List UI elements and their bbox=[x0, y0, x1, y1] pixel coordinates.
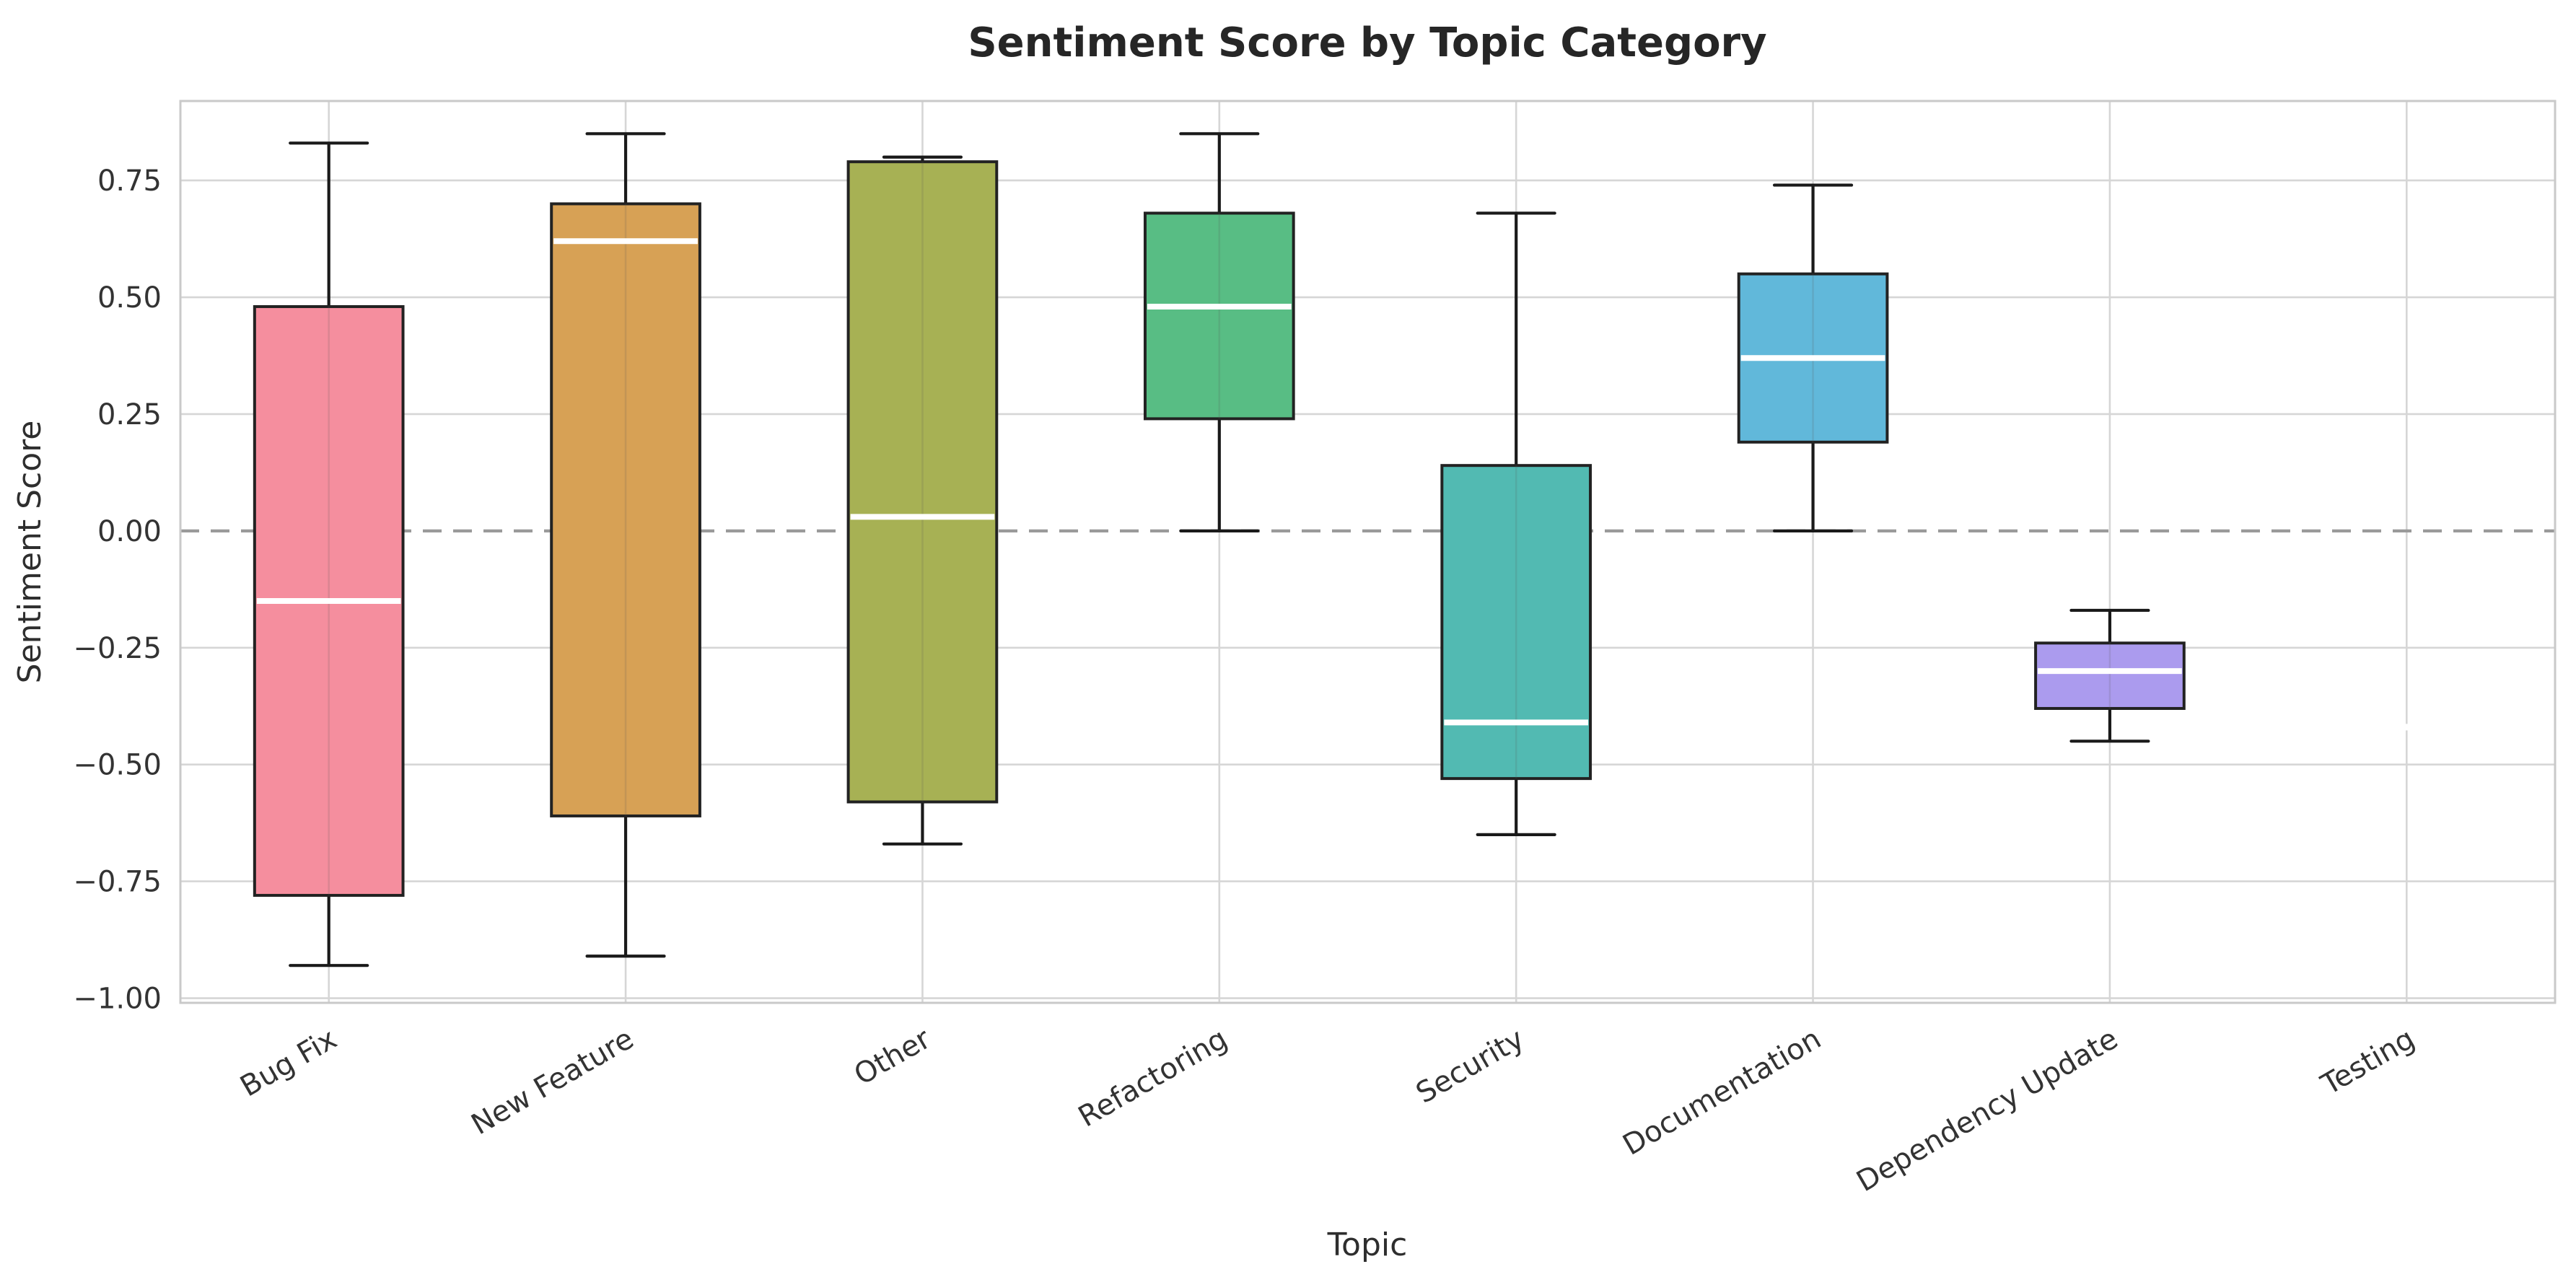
axes-frame bbox=[179, 100, 2557, 1004]
y-tick-label-0.25: 0.25 bbox=[97, 398, 162, 431]
box-new-feature bbox=[550, 202, 701, 817]
x-tick-label-refactoring: Refactoring bbox=[1073, 1022, 1233, 1134]
box-dependency-update bbox=[2034, 641, 2186, 710]
x-tick-label-testing: Testing bbox=[2316, 1022, 2421, 1102]
x-tick-label-documentation: Documentation bbox=[1618, 1022, 1827, 1162]
x-tick-label-new-feature: New Feature bbox=[466, 1022, 639, 1141]
x-tick-label-security: Security bbox=[1411, 1022, 1530, 1110]
box-refactoring bbox=[1143, 211, 1295, 421]
x-tick-label-dependency-update: Dependency Update bbox=[1851, 1022, 2124, 1199]
box-other bbox=[846, 160, 999, 804]
y-tick-label-0.75: 0.75 bbox=[97, 164, 162, 198]
y-tick-label-−0.50: −0.50 bbox=[73, 749, 162, 782]
y-tick-label-−0.75: −0.75 bbox=[73, 866, 162, 899]
y-tick-label-0.00: 0.00 bbox=[97, 515, 162, 548]
x-axis-label: Topic bbox=[1327, 1226, 1408, 1263]
box-security bbox=[1440, 464, 1593, 781]
y-axis-label: Sentiment Score bbox=[12, 421, 48, 684]
y-tick-label-0.50: 0.50 bbox=[97, 281, 162, 315]
x-tick-label-other: Other bbox=[849, 1022, 937, 1092]
chart-title: Sentiment Score by Topic Category bbox=[968, 19, 1766, 66]
y-tick-label-−1.00: −1.00 bbox=[73, 983, 162, 1016]
x-tick-label-bug-fix: Bug Fix bbox=[235, 1022, 342, 1104]
y-tick-label-−0.25: −0.25 bbox=[73, 632, 162, 665]
plot-area: 0.75 0.50 0.25 0.00 −0.25 −0.50 −0.75 −1.00 Bug … bbox=[73, 100, 2557, 1199]
